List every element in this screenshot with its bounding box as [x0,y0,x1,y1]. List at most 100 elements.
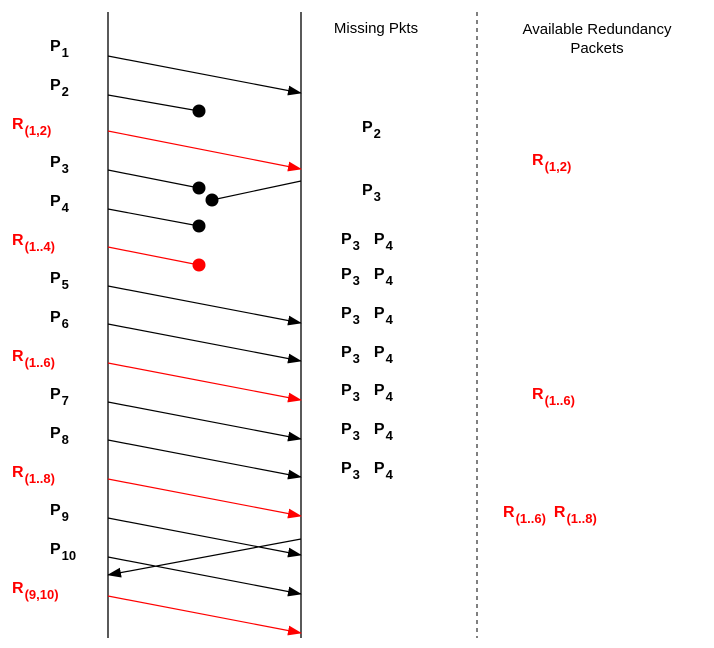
label-base: P [50,541,61,558]
label-subscript: (1..8) [24,471,55,486]
available-row: R(1..6) R(1..8) [503,505,597,527]
label-subscript: 4 [385,389,393,404]
packet-label-p-9: P9 [50,503,69,525]
packet-label-p-5: P5 [50,271,69,293]
label-base: P [373,305,385,322]
label-base: P [341,305,352,322]
label-subscript: 3 [352,238,360,253]
label-base: R [532,386,544,403]
label-subscript: 3 [352,312,360,327]
label-subscript: 8 [61,432,69,447]
loss-dot-ack [205,193,219,207]
label-subscript: (1..6) [515,511,546,526]
available-header-line2: Packets [570,40,624,57]
label-base: P [373,344,385,361]
label-base: P [50,193,61,210]
available-header-line1: Available Redundancy [522,21,672,38]
arrow-r12 [107,130,302,172]
arrow-p2-lost [107,94,200,112]
label-base: P [373,460,385,477]
label-subscript: (1..4) [24,239,55,254]
label-base: P [50,77,61,94]
arrow-p3-lost [107,169,200,189]
label-subscript: 4 [385,273,393,288]
packet-label-p-3: P3 [50,155,69,177]
label-base: R [503,504,515,521]
arrow-r18 [107,478,302,519]
label-base: P [50,309,61,326]
loss-dot-p2 [192,104,206,118]
missing-row: P3 P4 [341,422,393,444]
packet-label-r-1-8: R(1..8) [12,465,55,487]
label-subscript: (1,2) [544,159,572,174]
label-base: P [341,266,352,283]
packet-label-p-6: P6 [50,310,69,332]
arrow-feedback [107,538,302,578]
label-base: R [12,348,24,365]
packet-label-r-1-6: R(1..6) [12,349,55,371]
label-subscript: 4 [385,312,393,327]
missing-row: P3 P4 [341,232,393,254]
missing-row: P2 [362,120,381,142]
label-subscript: 3 [373,189,381,204]
label-subscript: (1..6) [24,355,55,370]
label-base: P [341,421,352,438]
label-subscript: 4 [385,428,393,443]
label-base: P [373,382,385,399]
packet-label-r-1-2: R(1,2) [12,117,51,139]
label-base: P [341,460,352,477]
label-base: P [50,425,61,442]
label-base: R [12,232,24,249]
label-base: P [362,119,373,136]
label-subscript: 4 [385,467,393,482]
packet-label-p-2: P2 [50,78,69,100]
label-subscript: 9 [61,509,69,524]
missing-row: P3 P4 [341,345,393,367]
arrow-p7 [107,401,302,442]
label-subscript: 3 [352,273,360,288]
label-base: P [373,231,385,248]
label-subscript: 3 [352,467,360,482]
arrow-p1 [107,55,302,96]
label-subscript: 3 [61,161,69,176]
label-base: P [341,231,352,248]
label-base: R [553,504,566,521]
label-base: P [373,421,385,438]
missing-row: P3 [362,183,381,205]
arrow-p5 [107,285,302,326]
label-subscript: 2 [373,126,381,141]
label-base: P [341,382,352,399]
label-subscript: 6 [61,316,69,331]
loss-dot-r14 [192,258,206,272]
loss-dot-p3 [192,181,206,195]
label-subscript: 3 [352,351,360,366]
available-row: R(1..6) [532,387,575,409]
label-base: R [532,152,544,169]
label-subscript: (1..6) [544,393,575,408]
available-row: R(1,2) [532,153,571,175]
label-subscript: 7 [61,393,69,408]
label-subscript: 4 [385,238,393,253]
packet-label-p-7: P7 [50,387,69,409]
missing-pkts-header: Missing Pkts [333,20,419,37]
arrow-p8 [107,439,302,480]
missing-row: P3 P4 [341,461,393,483]
arrow-r16 [107,362,302,403]
arrow-p4-lost [107,208,200,227]
label-base: R [12,464,24,481]
arrow-r14-lost [107,246,200,266]
arrow-ack-lost [211,180,302,201]
label-subscript: 1 [61,45,69,60]
arrow-p9 [107,517,302,558]
label-base: P [341,344,352,361]
label-subscript: 3 [352,389,360,404]
label-subscript: 5 [61,277,69,292]
packet-label-r-1-4: R(1..4) [12,233,55,255]
label-subscript: 2 [61,84,69,99]
label-subscript: 4 [61,200,69,215]
packet-label-r-9-10: R(9,10) [12,581,59,603]
label-subscript: 4 [385,351,393,366]
packet-label-p-1: P1 [50,39,69,61]
label-subscript: (1,2) [24,123,52,138]
label-base: P [50,502,61,519]
